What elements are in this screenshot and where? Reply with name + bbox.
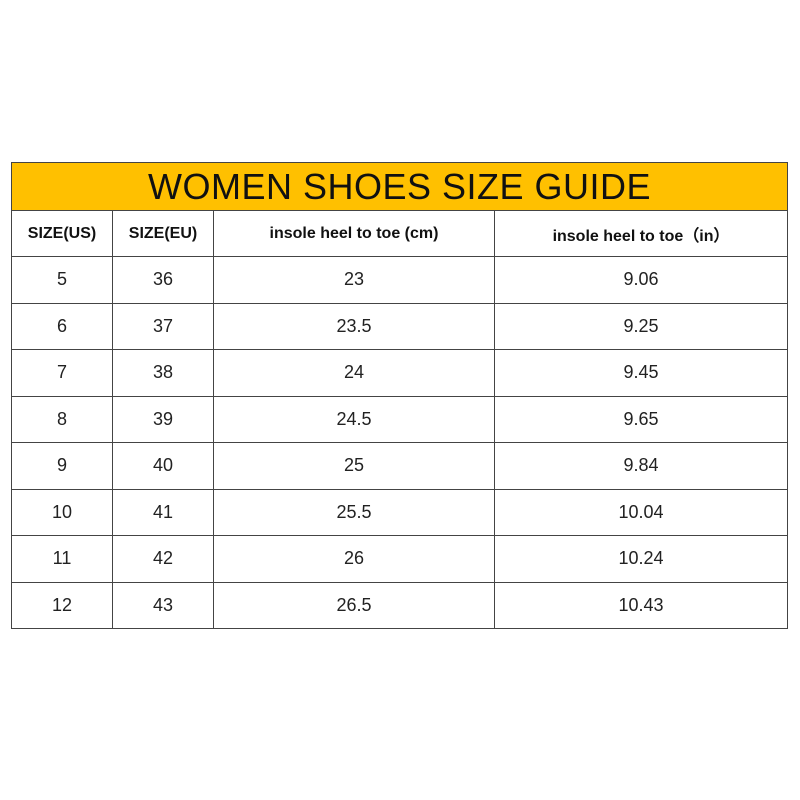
table-row: 9 40 25 9.84 <box>11 442 789 490</box>
cell-length-cm: 25.5 <box>213 488 495 536</box>
table-row: 11 42 26 10.24 <box>11 535 789 583</box>
cell-length-in: 9.06 <box>493 256 789 304</box>
cell-size-us: 11 <box>11 535 113 583</box>
cell-size-us: 7 <box>11 349 113 397</box>
cell-length-in: 10.04 <box>493 488 789 536</box>
cell-length-cm: 23.5 <box>213 302 495 350</box>
table-row: 10 41 25.5 10.04 <box>11 488 789 536</box>
table-title: WOMEN SHOES SIZE GUIDE <box>10 162 789 211</box>
cell-size-eu: 38 <box>112 349 214 397</box>
cell-size-eu: 37 <box>112 302 214 350</box>
cell-length-cm: 26.5 <box>213 581 495 629</box>
table-row: 6 37 23.5 9.25 <box>11 302 789 350</box>
header-size-us: SIZE(US) <box>11 210 113 257</box>
cell-size-us: 6 <box>11 302 113 350</box>
header-cm: insole heel to toe (cm) <box>213 210 495 257</box>
cell-size-eu: 39 <box>112 395 214 443</box>
table-row: 5 36 23 9.06 <box>11 256 789 304</box>
cell-size-us: 5 <box>11 256 113 304</box>
header-in: insole heel to toe（in） <box>493 210 789 257</box>
header-row: SIZE(US) SIZE(EU) insole heel to toe (cm… <box>11 210 789 257</box>
size-guide-table: WOMEN SHOES SIZE GUIDE SIZE(US) SIZE(EU)… <box>10 162 789 629</box>
cell-length-in: 9.45 <box>493 349 789 397</box>
table-row: 7 38 24 9.45 <box>11 349 789 397</box>
cell-size-us: 8 <box>11 395 113 443</box>
cell-size-eu: 42 <box>112 535 214 583</box>
cell-size-eu: 36 <box>112 256 214 304</box>
table-row: 12 43 26.5 10.43 <box>11 581 789 629</box>
cell-length-cm: 25 <box>213 442 495 490</box>
cell-length-cm: 26 <box>213 535 495 583</box>
table-row: 8 39 24.5 9.65 <box>11 395 789 443</box>
cell-size-eu: 41 <box>112 488 214 536</box>
cell-length-in: 10.43 <box>493 581 789 629</box>
cell-size-us: 12 <box>11 581 113 629</box>
cell-length-in: 9.25 <box>493 302 789 350</box>
cell-size-eu: 43 <box>112 581 214 629</box>
cell-length-in: 9.65 <box>493 395 789 443</box>
cell-length-cm: 24 <box>213 349 495 397</box>
cell-size-us: 9 <box>11 442 113 490</box>
cell-length-in: 9.84 <box>493 442 789 490</box>
cell-length-cm: 24.5 <box>213 395 495 443</box>
cell-length-in: 10.24 <box>493 535 789 583</box>
cell-length-cm: 23 <box>213 256 495 304</box>
cell-size-eu: 40 <box>112 442 214 490</box>
header-size-eu: SIZE(EU) <box>112 210 214 257</box>
cell-size-us: 10 <box>11 488 113 536</box>
